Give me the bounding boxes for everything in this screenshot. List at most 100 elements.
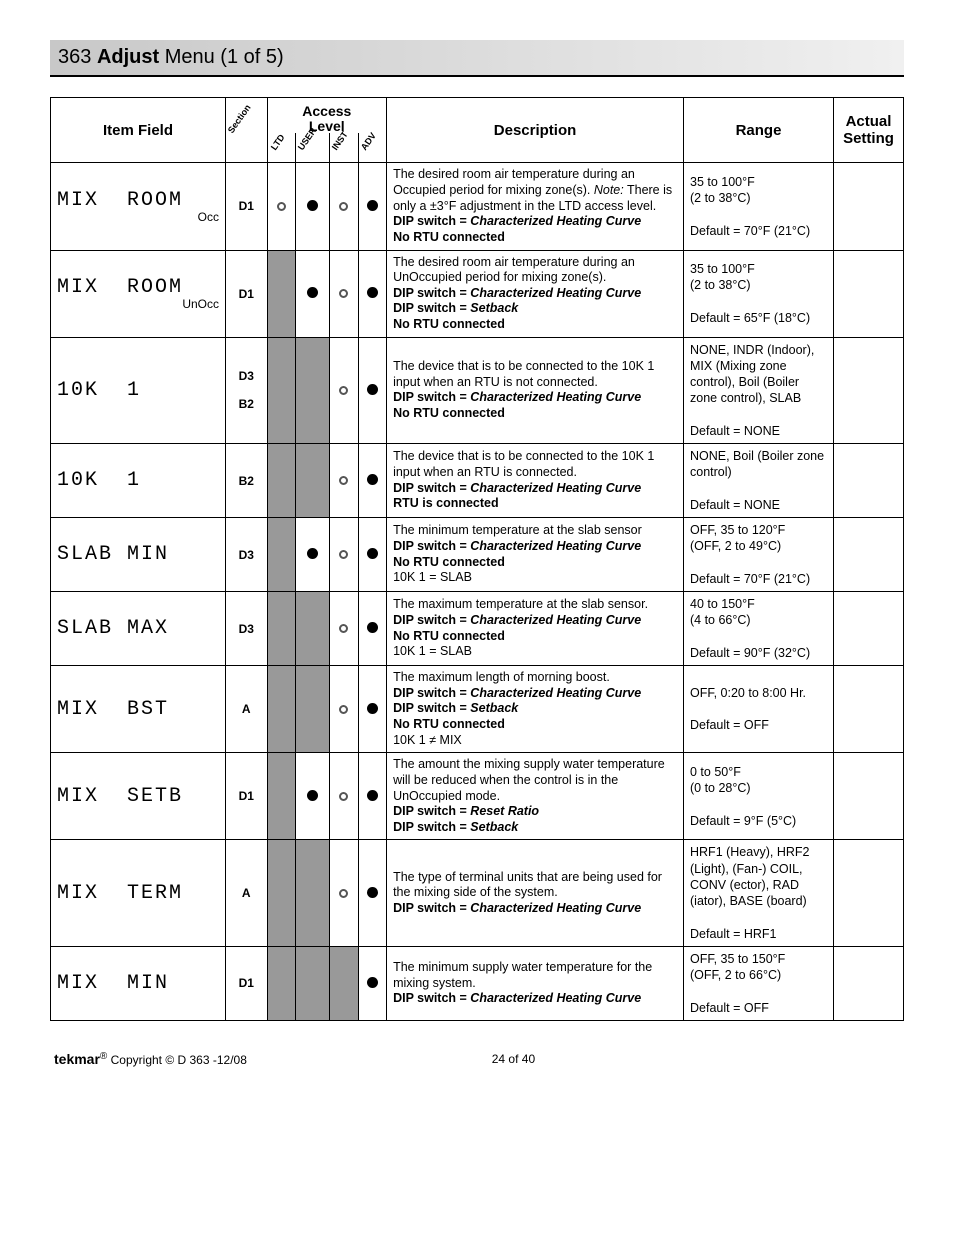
access-cell xyxy=(329,444,359,518)
dot-hollow-icon xyxy=(339,624,348,633)
actual-setting-cell xyxy=(834,840,904,947)
hdr-acc-inst: INST xyxy=(329,133,359,163)
item-sub: UnOcc xyxy=(57,297,219,311)
item-field: MIX TERM xyxy=(51,840,226,947)
access-cell xyxy=(295,592,329,666)
access-cell xyxy=(267,518,295,592)
table-row: MIX SETB D1 The amount the mixing supply w… xyxy=(51,753,904,840)
dot-hollow-icon xyxy=(339,289,348,298)
title-adj: Adjust xyxy=(97,46,159,68)
adjust-menu-table: Item Field Section AccessLevel Descripti… xyxy=(50,97,904,1021)
actual-setting-cell xyxy=(834,250,904,337)
dot-hollow-icon xyxy=(277,202,286,211)
range-cell: NONE, Boil (Boiler zone control)Default … xyxy=(684,444,834,518)
access-cell xyxy=(295,946,329,1020)
hdr-access: AccessLevel xyxy=(267,98,387,134)
hdr-range: Range xyxy=(684,98,834,163)
footer: tekmar® Copyright © D 363 -12/08 24 of 4… xyxy=(50,1051,904,1067)
access-cell xyxy=(267,592,295,666)
access-cell xyxy=(359,592,387,666)
access-cell xyxy=(329,840,359,947)
dot-solid-icon xyxy=(367,790,378,801)
actual-setting-cell xyxy=(834,666,904,753)
section-cell: D1 xyxy=(226,946,268,1020)
section-cell: D1 xyxy=(226,163,268,250)
range-cell: HRF1 (Heavy), HRF2 (Light), (Fan-) COIL,… xyxy=(684,840,834,947)
item-field: 10K 1 xyxy=(51,444,226,518)
range-cell: 35 to 100°F(2 to 38°C)Default = 65°F (18… xyxy=(684,250,834,337)
actual-setting-cell xyxy=(834,337,904,444)
dot-solid-icon xyxy=(307,548,318,559)
copyright: Copyright © D 363 -12/08 xyxy=(111,1053,247,1067)
dot-solid-icon xyxy=(367,474,378,485)
dot-solid-icon xyxy=(307,790,318,801)
range-cell: 40 to 150°F(4 to 66°C)Default = 90°F (32… xyxy=(684,592,834,666)
description-cell: The device that is to be connected to th… xyxy=(387,444,684,518)
access-cell xyxy=(329,753,359,840)
dot-solid-icon xyxy=(367,622,378,633)
dot-solid-icon xyxy=(307,200,318,211)
description-cell: The minimum supply water temperature for… xyxy=(387,946,684,1020)
access-cell xyxy=(267,444,295,518)
actual-setting-cell xyxy=(834,753,904,840)
description-cell: The minimum temperature at the slab sens… xyxy=(387,518,684,592)
range-cell: 0 to 50°F(0 to 28°C)Default = 9°F (5°C) xyxy=(684,753,834,840)
access-cell xyxy=(267,163,295,250)
access-cell xyxy=(267,753,295,840)
dot-hollow-icon xyxy=(339,386,348,395)
section-cell: A xyxy=(226,840,268,947)
actual-setting-cell xyxy=(834,444,904,518)
description-cell: The maximum temperature at the slab sens… xyxy=(387,592,684,666)
hdr-item: Item Field xyxy=(51,98,226,163)
access-cell xyxy=(295,163,329,250)
lcd-label: MIX MIN xyxy=(57,972,219,995)
access-cell xyxy=(267,666,295,753)
table-row: MIX ROOMUnOcc D1 The desired room air temp… xyxy=(51,250,904,337)
title-num: 363 xyxy=(58,46,91,68)
lcd-label: 10K 1 xyxy=(57,469,219,492)
access-cell xyxy=(267,250,295,337)
table-row: MIX MIN D1 The minimum supply water temper… xyxy=(51,946,904,1020)
description-cell: The type of terminal units that are bein… xyxy=(387,840,684,947)
lcd-label: MIX BST xyxy=(57,698,219,721)
access-cell xyxy=(295,840,329,947)
access-cell xyxy=(329,518,359,592)
access-cell xyxy=(359,250,387,337)
dot-solid-icon xyxy=(307,287,318,298)
description-cell: The desired room air temperature during … xyxy=(387,250,684,337)
lcd-label: MIX ROOM xyxy=(57,276,219,299)
access-cell xyxy=(359,946,387,1020)
range-cell: OFF, 0:20 to 8:00 Hr.Default = OFF xyxy=(684,666,834,753)
access-cell xyxy=(359,840,387,947)
item-field: MIX BST xyxy=(51,666,226,753)
hdr-acc-user: USER xyxy=(295,133,329,163)
hdr-acc-adv: ADV xyxy=(359,133,387,163)
hdr-acc-ltd: LTD xyxy=(267,133,295,163)
section-cell: D1 xyxy=(226,250,268,337)
access-cell xyxy=(267,337,295,444)
section-cell: D1 xyxy=(226,753,268,840)
dot-solid-icon xyxy=(367,703,378,714)
access-cell xyxy=(267,840,295,947)
access-cell xyxy=(295,518,329,592)
page: 363 Adjust Menu (1 of 5) Item Field Sect… xyxy=(0,0,954,1097)
dot-solid-icon xyxy=(367,200,378,211)
brand-tm: ® xyxy=(100,1051,107,1062)
range-cell: OFF, 35 to 150°F(OFF, 2 to 66°C)Default … xyxy=(684,946,834,1020)
access-cell xyxy=(295,753,329,840)
lcd-label: SLAB MIN xyxy=(57,543,219,566)
item-field: MIX ROOMOcc xyxy=(51,163,226,250)
dot-hollow-icon xyxy=(339,792,348,801)
access-cell xyxy=(359,666,387,753)
item-sub: Occ xyxy=(57,210,219,224)
access-cell xyxy=(267,946,295,1020)
description-cell: The amount the mixing supply water tempe… xyxy=(387,753,684,840)
access-cell xyxy=(295,444,329,518)
section-cell: D3B2 xyxy=(226,337,268,444)
dot-solid-icon xyxy=(367,887,378,898)
footer-left: tekmar® Copyright © D 363 -12/08 xyxy=(54,1051,247,1067)
hdr-section: Section xyxy=(226,98,268,163)
range-cell: OFF, 35 to 120°F(OFF, 2 to 49°C)Default … xyxy=(684,518,834,592)
lcd-label: MIX SETB xyxy=(57,785,219,808)
actual-setting-cell xyxy=(834,518,904,592)
